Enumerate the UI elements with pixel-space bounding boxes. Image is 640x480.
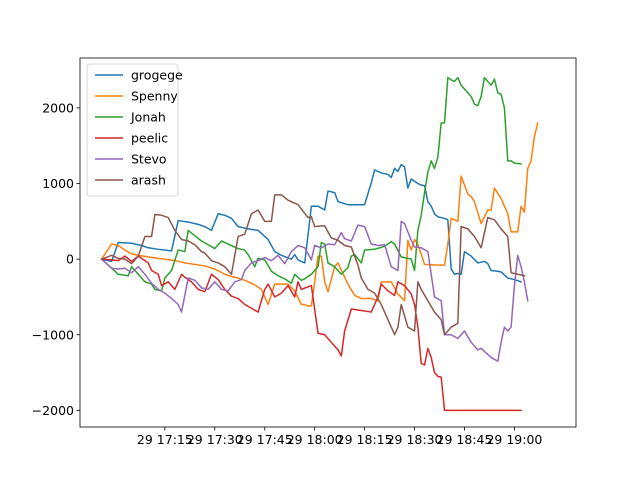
- legend: grogege Spenny Jonah peelic Stevo arash: [86, 63, 183, 197]
- x-tick-label: 29 17:45: [237, 432, 293, 447]
- y-tick-label: 0: [66, 252, 74, 267]
- series-line-Stevo: [100, 220, 529, 362]
- y-tick-label: 2000: [42, 100, 74, 115]
- legend-box: [86, 63, 179, 197]
- legend-label-Jonah: Jonah: [130, 110, 166, 125]
- legend-label-Spenny: Spenny: [131, 89, 178, 104]
- series-line-grogege: [100, 163, 523, 283]
- plot-frame: [79, 57, 577, 428]
- y-tick-label: −1000: [32, 327, 74, 342]
- series-layer: [100, 76, 539, 412]
- series-line-arash: [100, 194, 526, 336]
- legend-label-peelic: peelic: [131, 131, 168, 146]
- series-line-Spenny: [100, 122, 539, 307]
- x-tick-label: 29 18:45: [437, 432, 493, 447]
- y-axis: −2000 −1000 0 1000 2000: [32, 100, 80, 418]
- x-tick-label: 29 18:30: [387, 432, 443, 447]
- x-tick-label: 29 18:15: [337, 432, 393, 447]
- series-line-peelic: [100, 255, 522, 412]
- legend-label-grogege: grogege: [131, 68, 183, 83]
- x-tick-label: 29 17:15: [137, 432, 193, 447]
- legend-label-arash: arash: [131, 173, 166, 188]
- x-tick-label: 29 17:30: [187, 432, 243, 447]
- series-line-Jonah: [100, 76, 522, 292]
- y-tick-label: −2000: [32, 403, 74, 418]
- legend-label-Stevo: Stevo: [131, 152, 167, 167]
- x-tick-label: 29 18:00: [287, 432, 343, 447]
- x-tick-label: 29 19:00: [486, 432, 542, 447]
- y-tick-label: 1000: [42, 176, 74, 191]
